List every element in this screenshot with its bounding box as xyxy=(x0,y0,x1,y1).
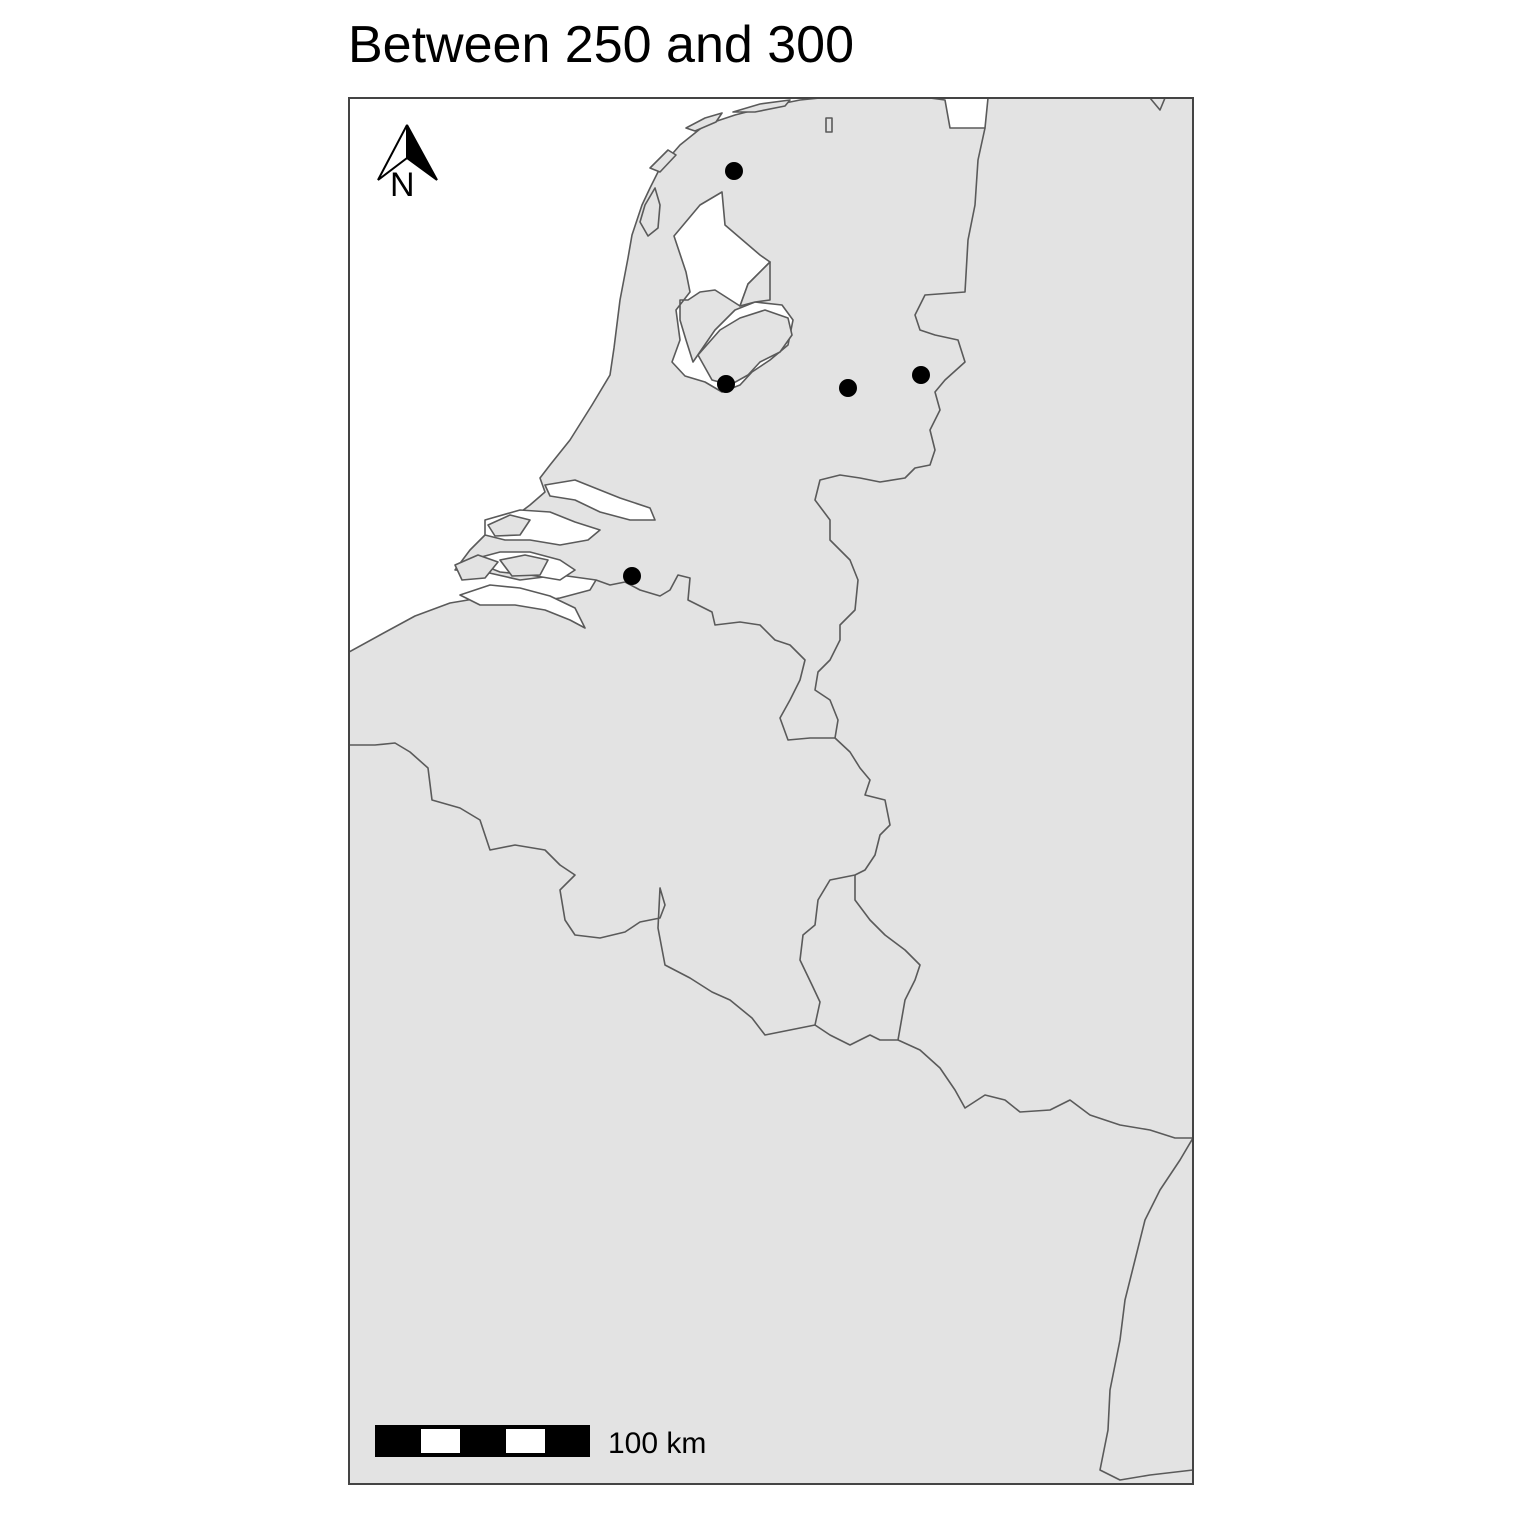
zeeland-island xyxy=(454,554,499,581)
page-title: Between 250 and 300 xyxy=(348,16,854,74)
wadden-island xyxy=(639,187,661,237)
border-lu-fr xyxy=(814,1024,898,1046)
point-layer xyxy=(623,162,930,585)
estuary xyxy=(544,479,656,521)
border-rhine xyxy=(1099,1137,1193,1481)
zeeland-island xyxy=(499,554,549,577)
border-nl-de xyxy=(814,127,986,739)
map-layers xyxy=(349,98,1193,1484)
scale-bar: 100 km xyxy=(375,1425,706,1460)
estuary xyxy=(459,584,586,629)
data-point[interactable] xyxy=(912,366,930,384)
data-point[interactable] xyxy=(717,375,735,393)
data-point[interactable] xyxy=(839,379,857,397)
border-nl-be xyxy=(595,574,835,741)
border-de-fr xyxy=(897,1039,1193,1139)
border-be-de xyxy=(834,737,891,876)
wadden-island xyxy=(685,112,723,132)
noordoostpolder xyxy=(739,261,771,307)
border-lu-de xyxy=(854,875,921,1041)
north-arrow-letter: N xyxy=(390,166,415,204)
scale-bar-label: 100 km xyxy=(608,1427,706,1460)
map-frame xyxy=(348,97,1194,1485)
border-be-lu xyxy=(799,874,856,1026)
border-be-fr xyxy=(349,742,816,1036)
border-dk xyxy=(1149,98,1166,111)
wadden-island xyxy=(825,117,833,133)
data-point[interactable] xyxy=(725,162,743,180)
wadden-island xyxy=(732,99,791,113)
wadden-island xyxy=(649,149,677,173)
north-arrow-icon: N xyxy=(377,124,438,204)
data-point[interactable] xyxy=(623,567,641,585)
zeeland-island xyxy=(487,514,531,537)
land-mass xyxy=(349,98,1193,1484)
